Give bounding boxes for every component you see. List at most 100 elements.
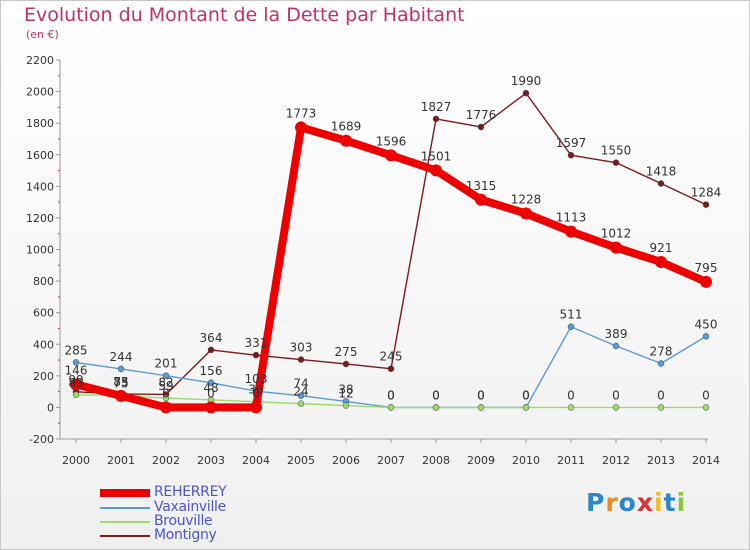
data-point-vaxainville xyxy=(117,365,125,373)
y-tick-label: 400 xyxy=(33,338,54,351)
data-point-reherrey xyxy=(520,207,532,220)
x-tick-label: 2013 xyxy=(647,454,675,467)
y-tick-label: 2200 xyxy=(26,54,54,67)
data-label-vaxainville: 511 xyxy=(560,308,583,322)
legend-swatch xyxy=(100,535,150,537)
data-label-brouville: 75 xyxy=(113,377,128,391)
legend-label: Montigny xyxy=(154,527,217,543)
data-point-montigny xyxy=(297,356,305,363)
data-label-brouville: 0 xyxy=(702,388,710,402)
data-label-brouville: 0 xyxy=(477,388,485,402)
legend-label: REHERREY xyxy=(154,484,227,500)
data-point-brouville xyxy=(162,394,170,402)
data-label-montigny: 364 xyxy=(200,331,223,345)
x-tick-label: 2009 xyxy=(467,454,495,467)
y-tick-label: 1400 xyxy=(26,180,54,193)
data-point-montigny xyxy=(657,180,665,187)
data-label-vaxainville: 450 xyxy=(695,317,718,331)
data-label-montigny: 1776 xyxy=(466,108,497,122)
data-label-montigny: 1827 xyxy=(421,100,452,114)
data-label-reherrey: 1315 xyxy=(466,179,497,193)
data-point-brouville xyxy=(702,404,710,411)
data-label-reherrey: 73 xyxy=(113,375,128,389)
x-tick-label: 2000 xyxy=(62,454,90,467)
chart-title: Evolution du Montant de la Dette par Hab… xyxy=(24,4,465,26)
data-label-montigny: 245 xyxy=(380,350,403,364)
data-label-reherrey: 921 xyxy=(650,241,673,255)
data-label-vaxainville: 201 xyxy=(155,357,178,371)
data-label-reherrey: 1012 xyxy=(601,227,632,241)
x-tick-label: 2008 xyxy=(422,454,450,467)
data-label-brouville: 0 xyxy=(387,388,395,402)
logo-letter: x xyxy=(636,488,654,517)
logo-letter: r xyxy=(605,488,619,517)
data-label-reherrey: 1501 xyxy=(421,149,452,163)
logo-letter: o xyxy=(618,488,637,517)
data-point-montigny xyxy=(567,151,575,159)
data-label-vaxainville: 0 xyxy=(522,388,530,402)
data-point-reherrey xyxy=(655,255,667,268)
data-label-vaxainville: 0 xyxy=(477,388,485,402)
data-point-brouville xyxy=(72,391,80,399)
data-label-reherrey: 1689 xyxy=(331,120,362,134)
data-label-vaxainville: 103 xyxy=(245,372,268,386)
data-label-reherrey: 0 xyxy=(162,386,170,400)
data-label-montigny: 99 xyxy=(68,373,83,387)
x-tick-label: 2011 xyxy=(557,454,585,467)
data-label-vaxainville: 38 xyxy=(338,382,353,396)
data-label-montigny: 1418 xyxy=(646,164,677,178)
data-label-vaxainville: 156 xyxy=(200,364,223,378)
y-tick-label: -200 xyxy=(29,433,54,446)
data-label-vaxainville: 389 xyxy=(605,327,628,341)
data-label-reherrey: 146 xyxy=(65,363,88,377)
y-tick-label: 800 xyxy=(33,275,54,288)
legend-swatch xyxy=(100,489,150,497)
data-label-brouville: 0 xyxy=(432,388,440,402)
data-point-vaxainville xyxy=(72,359,80,366)
data-label-brouville: 48 xyxy=(203,381,218,395)
data-label-brouville: 0 xyxy=(567,388,575,402)
data-label-vaxainville: 285 xyxy=(65,343,88,357)
logo-letter: t xyxy=(663,488,677,517)
data-point-reherrey xyxy=(700,275,712,288)
x-tick-label: 2003 xyxy=(197,454,225,467)
data-point-reherrey xyxy=(160,401,172,414)
data-label-reherrey: 1228 xyxy=(511,192,542,206)
data-point-montigny xyxy=(207,346,215,354)
data-point-reherrey xyxy=(250,401,262,414)
data-label-brouville: 0 xyxy=(657,388,665,402)
chart-subtitle: (en €) xyxy=(26,28,59,41)
data-label-brouville: 0 xyxy=(612,388,620,402)
data-point-montigny xyxy=(522,89,530,97)
data-label-montigny: 1990 xyxy=(511,74,542,88)
data-label-vaxainville: 0 xyxy=(387,388,395,402)
data-label-brouville: 36 xyxy=(248,383,263,397)
data-point-brouville xyxy=(567,404,575,411)
logo-letter: P xyxy=(586,488,606,517)
x-tick-label: 2007 xyxy=(377,454,405,467)
data-point-vaxainville xyxy=(657,360,665,367)
data-point-brouville xyxy=(477,404,485,411)
x-tick-label: 2002 xyxy=(152,454,180,467)
data-point-brouville xyxy=(657,404,665,411)
data-label-montigny: 1550 xyxy=(601,144,632,158)
data-label-brouville: 12 xyxy=(338,387,353,401)
data-point-vaxainville xyxy=(612,342,620,350)
data-point-reherrey xyxy=(115,389,127,402)
data-point-montigny xyxy=(387,365,395,372)
y-tick-label: 1600 xyxy=(26,149,54,162)
data-point-vaxainville xyxy=(567,323,575,330)
data-point-reherrey xyxy=(70,378,82,391)
legend-label: Vaxainville xyxy=(154,499,226,515)
proxiti-logo: Proxiti xyxy=(586,488,686,517)
data-point-vaxainville xyxy=(207,379,215,387)
data-point-reherrey xyxy=(340,134,352,147)
x-tick-label: 2014 xyxy=(692,454,720,467)
data-label-montigny: 331 xyxy=(245,336,268,350)
y-tick-label: 1200 xyxy=(26,212,54,225)
y-tick-label: 600 xyxy=(33,307,54,320)
data-label-montigny: 1284 xyxy=(691,186,722,200)
logo-letter: i xyxy=(654,488,664,517)
x-tick-label: 2010 xyxy=(512,454,540,467)
